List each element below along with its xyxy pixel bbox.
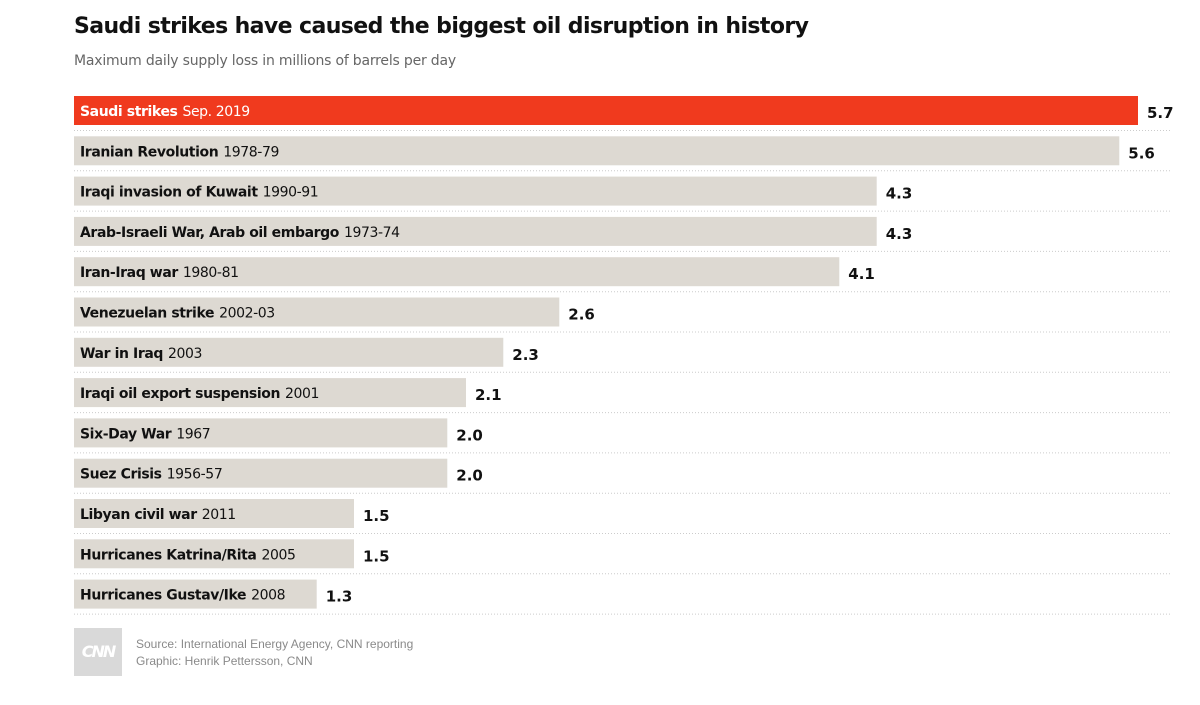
category-period: 1967 bbox=[176, 426, 210, 442]
cnn-logo-text: CNN bbox=[81, 642, 117, 661]
category-name: Iranian Revolution bbox=[80, 144, 218, 160]
value-label: 4.3 bbox=[886, 225, 913, 243]
category-label: Iraqi invasion of Kuwait 1990-91 bbox=[80, 185, 318, 201]
value-label: 1.5 bbox=[363, 547, 390, 565]
category-name: Iraqi oil export suspension bbox=[80, 386, 280, 402]
bar bbox=[74, 96, 1138, 125]
bar bbox=[74, 499, 354, 528]
category-label: Hurricanes Katrina/Rita 2005 bbox=[80, 547, 295, 563]
bar bbox=[74, 458, 448, 488]
category-label: Suez Crisis 1956-57 bbox=[80, 467, 222, 483]
category-period: 1978-79 bbox=[223, 144, 279, 160]
value-label: 5.7 bbox=[1147, 104, 1174, 122]
category-period: 1956-57 bbox=[167, 467, 223, 483]
bar bbox=[74, 418, 448, 448]
category-period: 2002-03 bbox=[219, 306, 275, 322]
bar bbox=[74, 176, 877, 206]
bar bbox=[74, 216, 877, 246]
category-name: Iran-Iraq war bbox=[80, 265, 178, 281]
category-name: Arab-Israeli War, Arab oil embargo bbox=[80, 225, 340, 241]
category-label: War in Iraq 2003 bbox=[80, 346, 202, 362]
bar bbox=[74, 579, 317, 609]
source-text: Source: International Energy Agency, CNN… bbox=[136, 637, 414, 651]
value-label: 1.3 bbox=[326, 588, 353, 606]
value-label: 4.1 bbox=[848, 265, 875, 283]
category-label: Venezuelan strike 2002-03 bbox=[80, 306, 275, 322]
category-label: Saudi strikes Sep. 2019 bbox=[80, 104, 250, 120]
category-name: Libyan civil war bbox=[80, 507, 197, 523]
bar bbox=[74, 337, 504, 367]
category-period: 1980-81 bbox=[183, 265, 239, 281]
graphic-credit-text: Graphic: Henrik Pettersson, CNN bbox=[136, 654, 313, 668]
chart-title: Saudi strikes have caused the biggest oi… bbox=[74, 14, 809, 39]
value-label: 2.0 bbox=[456, 426, 483, 444]
category-period: 2003 bbox=[168, 346, 202, 362]
category-name: War in Iraq bbox=[80, 346, 163, 362]
category-label: Hurricanes Gustav/Ike 2008 bbox=[80, 588, 285, 604]
value-label: 5.6 bbox=[1128, 144, 1155, 162]
category-label: Iran-Iraq war 1980-81 bbox=[80, 265, 239, 281]
cnn-logo: CNN bbox=[74, 628, 122, 676]
value-label: 2.1 bbox=[475, 386, 502, 404]
category-name: Venezuelan strike bbox=[80, 306, 214, 322]
category-period: 2005 bbox=[261, 547, 295, 563]
category-name: Iraqi invasion of Kuwait bbox=[80, 185, 258, 201]
bar bbox=[74, 539, 354, 569]
category-label: Six-Day War 1967 bbox=[80, 426, 210, 442]
category-name: Hurricanes Gustav/Ike bbox=[80, 588, 246, 604]
category-period: 1990-91 bbox=[263, 185, 319, 201]
category-name: Saudi strikes bbox=[80, 104, 178, 120]
value-label: 2.3 bbox=[512, 346, 539, 364]
category-label: Iraqi oil export suspension 2001 bbox=[80, 386, 319, 402]
category-label: Libyan civil war 2011 bbox=[80, 507, 236, 523]
category-period: Sep. 2019 bbox=[182, 104, 249, 120]
value-label: 4.3 bbox=[886, 185, 913, 203]
category-period: 1973-74 bbox=[344, 225, 400, 241]
category-label: Arab-Israeli War, Arab oil embargo 1973-7… bbox=[80, 225, 400, 241]
value-label: 2.0 bbox=[456, 467, 483, 485]
bar-chart: Saudi strikes Sep. 2019 5.7 Iranian Revolut… bbox=[74, 96, 1174, 615]
category-name: Six-Day War bbox=[80, 426, 172, 442]
category-name: Hurricanes Katrina/Rita bbox=[80, 547, 256, 563]
bar bbox=[74, 257, 840, 287]
category-period: 2001 bbox=[285, 386, 319, 402]
category-period: 2008 bbox=[251, 588, 285, 604]
bar bbox=[74, 297, 560, 327]
category-period: 2011 bbox=[202, 507, 236, 523]
category-name: Suez Crisis bbox=[80, 467, 162, 483]
bar bbox=[74, 136, 1120, 166]
value-label: 2.6 bbox=[568, 306, 595, 324]
bar bbox=[74, 378, 466, 408]
category-label: Iranian Revolution 1978-79 bbox=[80, 144, 279, 160]
value-label: 1.5 bbox=[363, 507, 390, 525]
chart-subtitle: Maximum daily supply loss in millions of… bbox=[74, 53, 456, 69]
credits: Source: International Energy Agency, CNN… bbox=[136, 636, 413, 670]
